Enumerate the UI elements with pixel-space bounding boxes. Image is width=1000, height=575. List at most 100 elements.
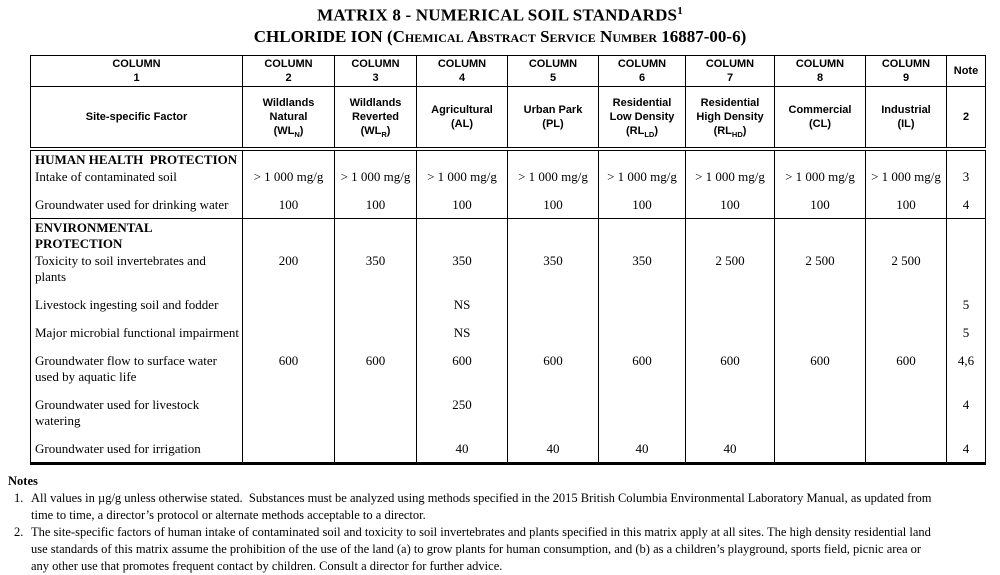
value-cell bbox=[774, 296, 866, 325]
factor-label: Toxicity to soil invertebrates and plant… bbox=[30, 252, 243, 297]
note-cell: 3 bbox=[946, 168, 986, 197]
value-cell: 40 bbox=[416, 440, 508, 464]
table-row: Major microbial functional impairment NS 5 bbox=[30, 324, 986, 353]
note-cell: 5 bbox=[946, 324, 986, 353]
value-cell bbox=[334, 440, 417, 464]
empty-cell bbox=[865, 148, 947, 169]
value-cell: > 1 000 mg/g bbox=[416, 168, 508, 197]
value-cell: 2 500 bbox=[865, 252, 947, 297]
value-cell bbox=[242, 324, 335, 353]
value-cell: > 1 000 mg/g bbox=[507, 168, 599, 197]
value-cell: 200 bbox=[242, 252, 335, 297]
empty-cell bbox=[774, 148, 866, 169]
empty-cell bbox=[598, 218, 686, 253]
land-use-abbreviation: (IL) bbox=[897, 117, 915, 130]
value-cell: 600 bbox=[334, 352, 417, 397]
empty-cell bbox=[334, 218, 417, 253]
value-cell bbox=[774, 324, 866, 353]
empty-note-cell bbox=[946, 148, 986, 169]
column-header-4: COLUMN 4 bbox=[416, 54, 508, 87]
value-cell bbox=[334, 324, 417, 353]
value-cell: > 1 000 mg/g bbox=[598, 168, 686, 197]
note-applicability-cell: 2 bbox=[946, 85, 986, 152]
site-specific-factor-header: Site-specific Factor bbox=[30, 85, 243, 152]
value-cell: 600 bbox=[865, 352, 947, 397]
land-use-header: Residential Low Density (RLLD) bbox=[598, 85, 686, 152]
land-use-abbreviation: (CL) bbox=[809, 117, 831, 130]
value-cell bbox=[598, 296, 686, 325]
table-row: Intake of contaminated soil > 1 000 mg/g >… bbox=[30, 168, 986, 197]
empty-cell bbox=[416, 218, 508, 253]
table-header: COLUMN 1 COLUMN 2 COLUMN 3 COLUMN 4 COLUMN 5 COLUM… bbox=[30, 54, 986, 152]
table-row: Livestock ingesting soil and fodder NS 5 bbox=[30, 296, 986, 325]
value-cell: 100 bbox=[416, 196, 508, 219]
factor-label: Groundwater used for livestock watering bbox=[30, 396, 243, 441]
empty-cell bbox=[507, 148, 599, 169]
value-cell: 600 bbox=[598, 352, 686, 397]
note-text: The site-specific factors of human intak… bbox=[31, 525, 935, 574]
value-cell: 100 bbox=[685, 196, 775, 219]
section-header-row: ENVIRONMENTAL PROTECTION bbox=[30, 218, 986, 253]
column-header-7: COLUMN 7 bbox=[685, 54, 775, 87]
value-cell bbox=[685, 396, 775, 441]
table-row: Groundwater used for livestock watering 2… bbox=[30, 396, 986, 441]
empty-cell bbox=[774, 218, 866, 253]
matrix-table: COLUMN 1 COLUMN 2 COLUMN 3 COLUMN 4 COLUMN 5 COLUM… bbox=[30, 54, 986, 466]
value-cell bbox=[865, 440, 947, 464]
value-cell bbox=[242, 296, 335, 325]
cas-label: Chemical Abstract Service Number bbox=[392, 26, 657, 46]
land-use-abbreviation: (WLN) bbox=[273, 124, 304, 140]
factor-label: Intake of contaminated soil bbox=[30, 168, 243, 197]
notes-heading: Notes bbox=[8, 474, 38, 489]
value-cell bbox=[774, 396, 866, 441]
value-cell bbox=[507, 324, 599, 353]
value-cell bbox=[685, 296, 775, 325]
land-use-abbreviation: (RLLD) bbox=[626, 124, 658, 140]
note-cell: 4 bbox=[946, 440, 986, 464]
column-header-9: COLUMN 9 bbox=[865, 54, 947, 87]
notes-section: Notes 1. All values in µg/g unless other… bbox=[8, 473, 1000, 575]
factor-label: Groundwater used for drinking water bbox=[30, 196, 243, 219]
value-cell: 2 500 bbox=[685, 252, 775, 297]
cas-number: 16887-00-6) bbox=[657, 26, 747, 46]
value-cell bbox=[865, 396, 947, 441]
note-number: 1. bbox=[14, 491, 24, 506]
value-cell: 100 bbox=[598, 196, 686, 219]
title-footnote-superscript: 1 bbox=[677, 5, 683, 17]
note-cell: 5 bbox=[946, 296, 986, 325]
value-cell bbox=[598, 324, 686, 353]
land-use-header: Agricultural (AL) bbox=[416, 85, 508, 152]
value-cell: 100 bbox=[242, 196, 335, 219]
column-header-1: COLUMN 1 bbox=[30, 54, 243, 87]
table-row: Groundwater flow to surface water used b… bbox=[30, 352, 986, 397]
value-cell: 40 bbox=[507, 440, 599, 464]
empty-cell bbox=[685, 148, 775, 169]
note-item-2: 2. The site-specific factors of human in… bbox=[14, 524, 1000, 575]
value-cell: 100 bbox=[865, 196, 947, 219]
value-cell: 40 bbox=[685, 440, 775, 464]
land-use-header: Urban Park (PL) bbox=[507, 85, 599, 152]
value-cell: > 1 000 mg/g bbox=[334, 168, 417, 197]
value-cell: 40 bbox=[598, 440, 686, 464]
column-header-5: COLUMN 5 bbox=[507, 54, 599, 87]
land-use-header: Wildlands Natural (WLN) bbox=[242, 85, 335, 152]
column-header-2: COLUMN 2 bbox=[242, 54, 335, 87]
value-cell: 350 bbox=[507, 252, 599, 297]
factor-label: Livestock ingesting soil and fodder bbox=[30, 296, 243, 325]
value-cell bbox=[598, 396, 686, 441]
empty-cell bbox=[334, 148, 417, 169]
table-row: Groundwater used for drinking water 100 10… bbox=[30, 196, 986, 219]
value-cell: 350 bbox=[334, 252, 417, 297]
note-cell bbox=[946, 252, 986, 297]
value-cell bbox=[865, 296, 947, 325]
note-text: All values in µg/g unless otherwise stat… bbox=[31, 491, 935, 523]
value-cell: 350 bbox=[598, 252, 686, 297]
factor-label: Major microbial functional impairment bbox=[30, 324, 243, 353]
note-cell: 4 bbox=[946, 196, 986, 219]
land-use-header: Commercial (CL) bbox=[774, 85, 866, 152]
value-cell: 350 bbox=[416, 252, 508, 297]
value-cell bbox=[242, 440, 335, 464]
factor-label: Groundwater used for irrigation bbox=[30, 440, 243, 464]
land-use-header: Industrial (IL) bbox=[865, 85, 947, 152]
value-cell: > 1 000 mg/g bbox=[774, 168, 866, 197]
